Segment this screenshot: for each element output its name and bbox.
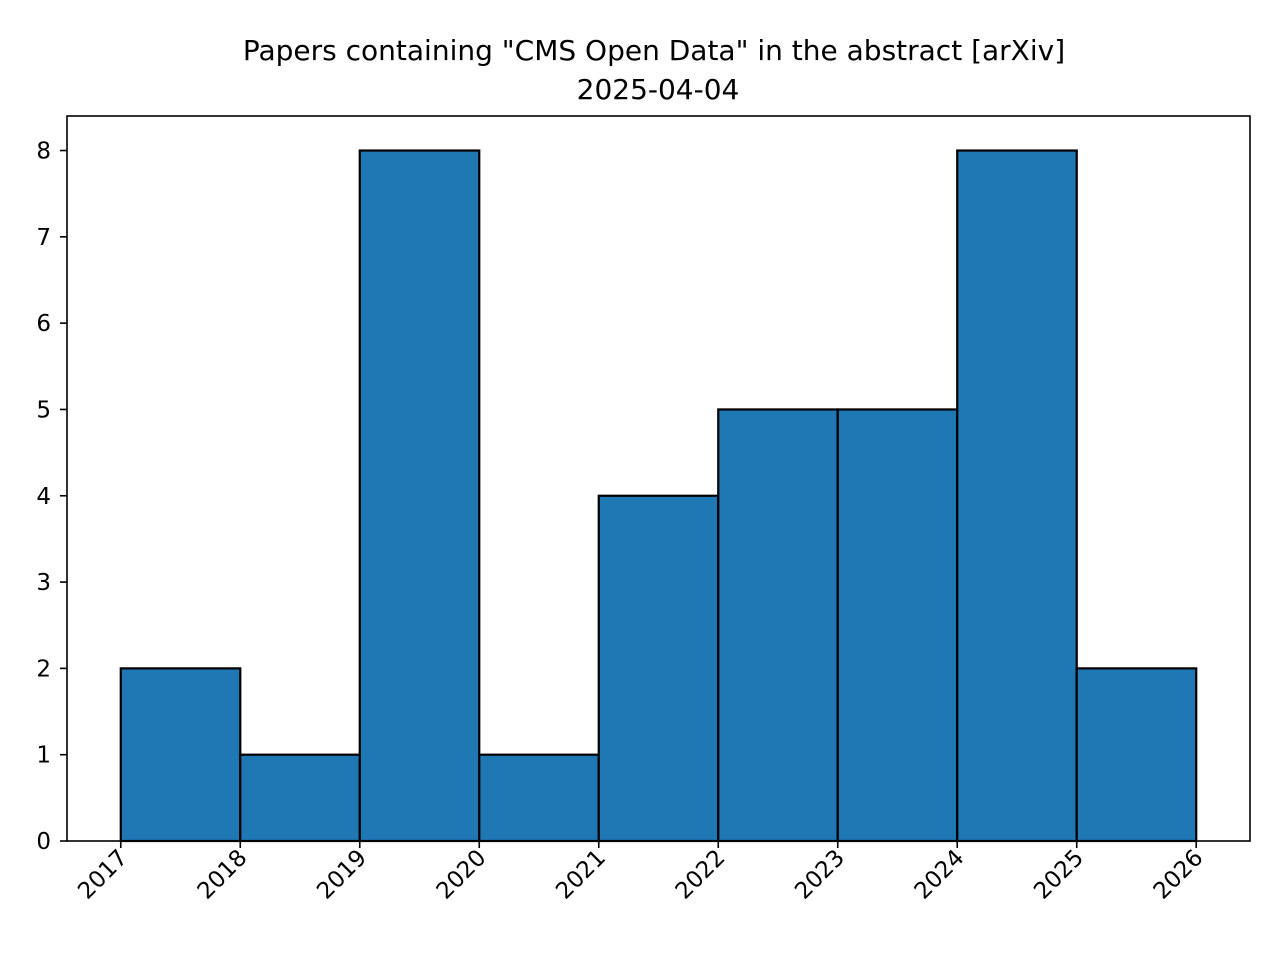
- y-tick-label: 1: [36, 743, 51, 769]
- y-tick-label: 8: [36, 139, 51, 165]
- y-tick-label: 5: [36, 397, 51, 423]
- plot-area-frame: [66, 115, 1251, 842]
- chart-subtitle: 2025-04-04: [577, 73, 740, 106]
- bar-2018: [239, 753, 361, 843]
- bar-2017: [119, 667, 242, 843]
- bars-group: [119, 149, 1198, 843]
- bar-2024: [956, 149, 1078, 843]
- bar-2022: [717, 408, 839, 843]
- y-tick-label: 3: [36, 570, 51, 596]
- chart-title: Papers containing "CMS Open Data" in the…: [243, 34, 1065, 67]
- y-tick-label: 6: [36, 311, 51, 337]
- y-axis: 0 1 2 3 4 5 6 7 8: [36, 139, 67, 855]
- y-tick-label: 2: [36, 656, 51, 682]
- y-tick-label: 4: [36, 484, 51, 510]
- y-tick-label: 0: [36, 829, 51, 855]
- y-tick-label: 7: [36, 225, 51, 251]
- bar-2023: [836, 408, 959, 843]
- bar-2019: [358, 149, 481, 843]
- bar-2021: [597, 494, 720, 843]
- bar-2020: [478, 753, 600, 843]
- bar-2025: [1075, 667, 1198, 843]
